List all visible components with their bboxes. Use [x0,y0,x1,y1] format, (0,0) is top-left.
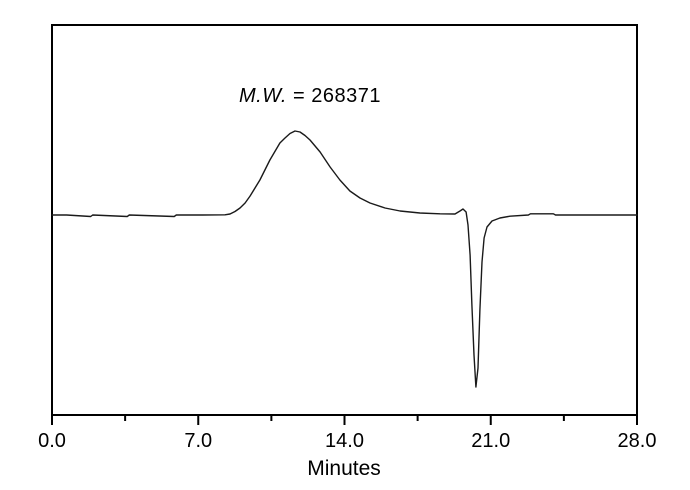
x-tick-label-14.0: 14.0 [325,430,364,452]
mw-annotation: M.W. = 268371 [239,85,381,108]
signal-trace [51,130,638,388]
x-tick-label-21.0: 21.0 [471,430,511,452]
x-axis-label: Minutes [307,457,381,480]
mw-annotation-value: = 268371 [286,85,381,107]
x-tick-label-28.0: 28.0 [617,430,657,452]
axes-box [51,24,638,416]
mw-annotation-label: M.W. [239,85,287,107]
x-tick-label-0.0: 0.0 [38,430,66,452]
x-tick-label-7.0: 7.0 [184,430,213,452]
